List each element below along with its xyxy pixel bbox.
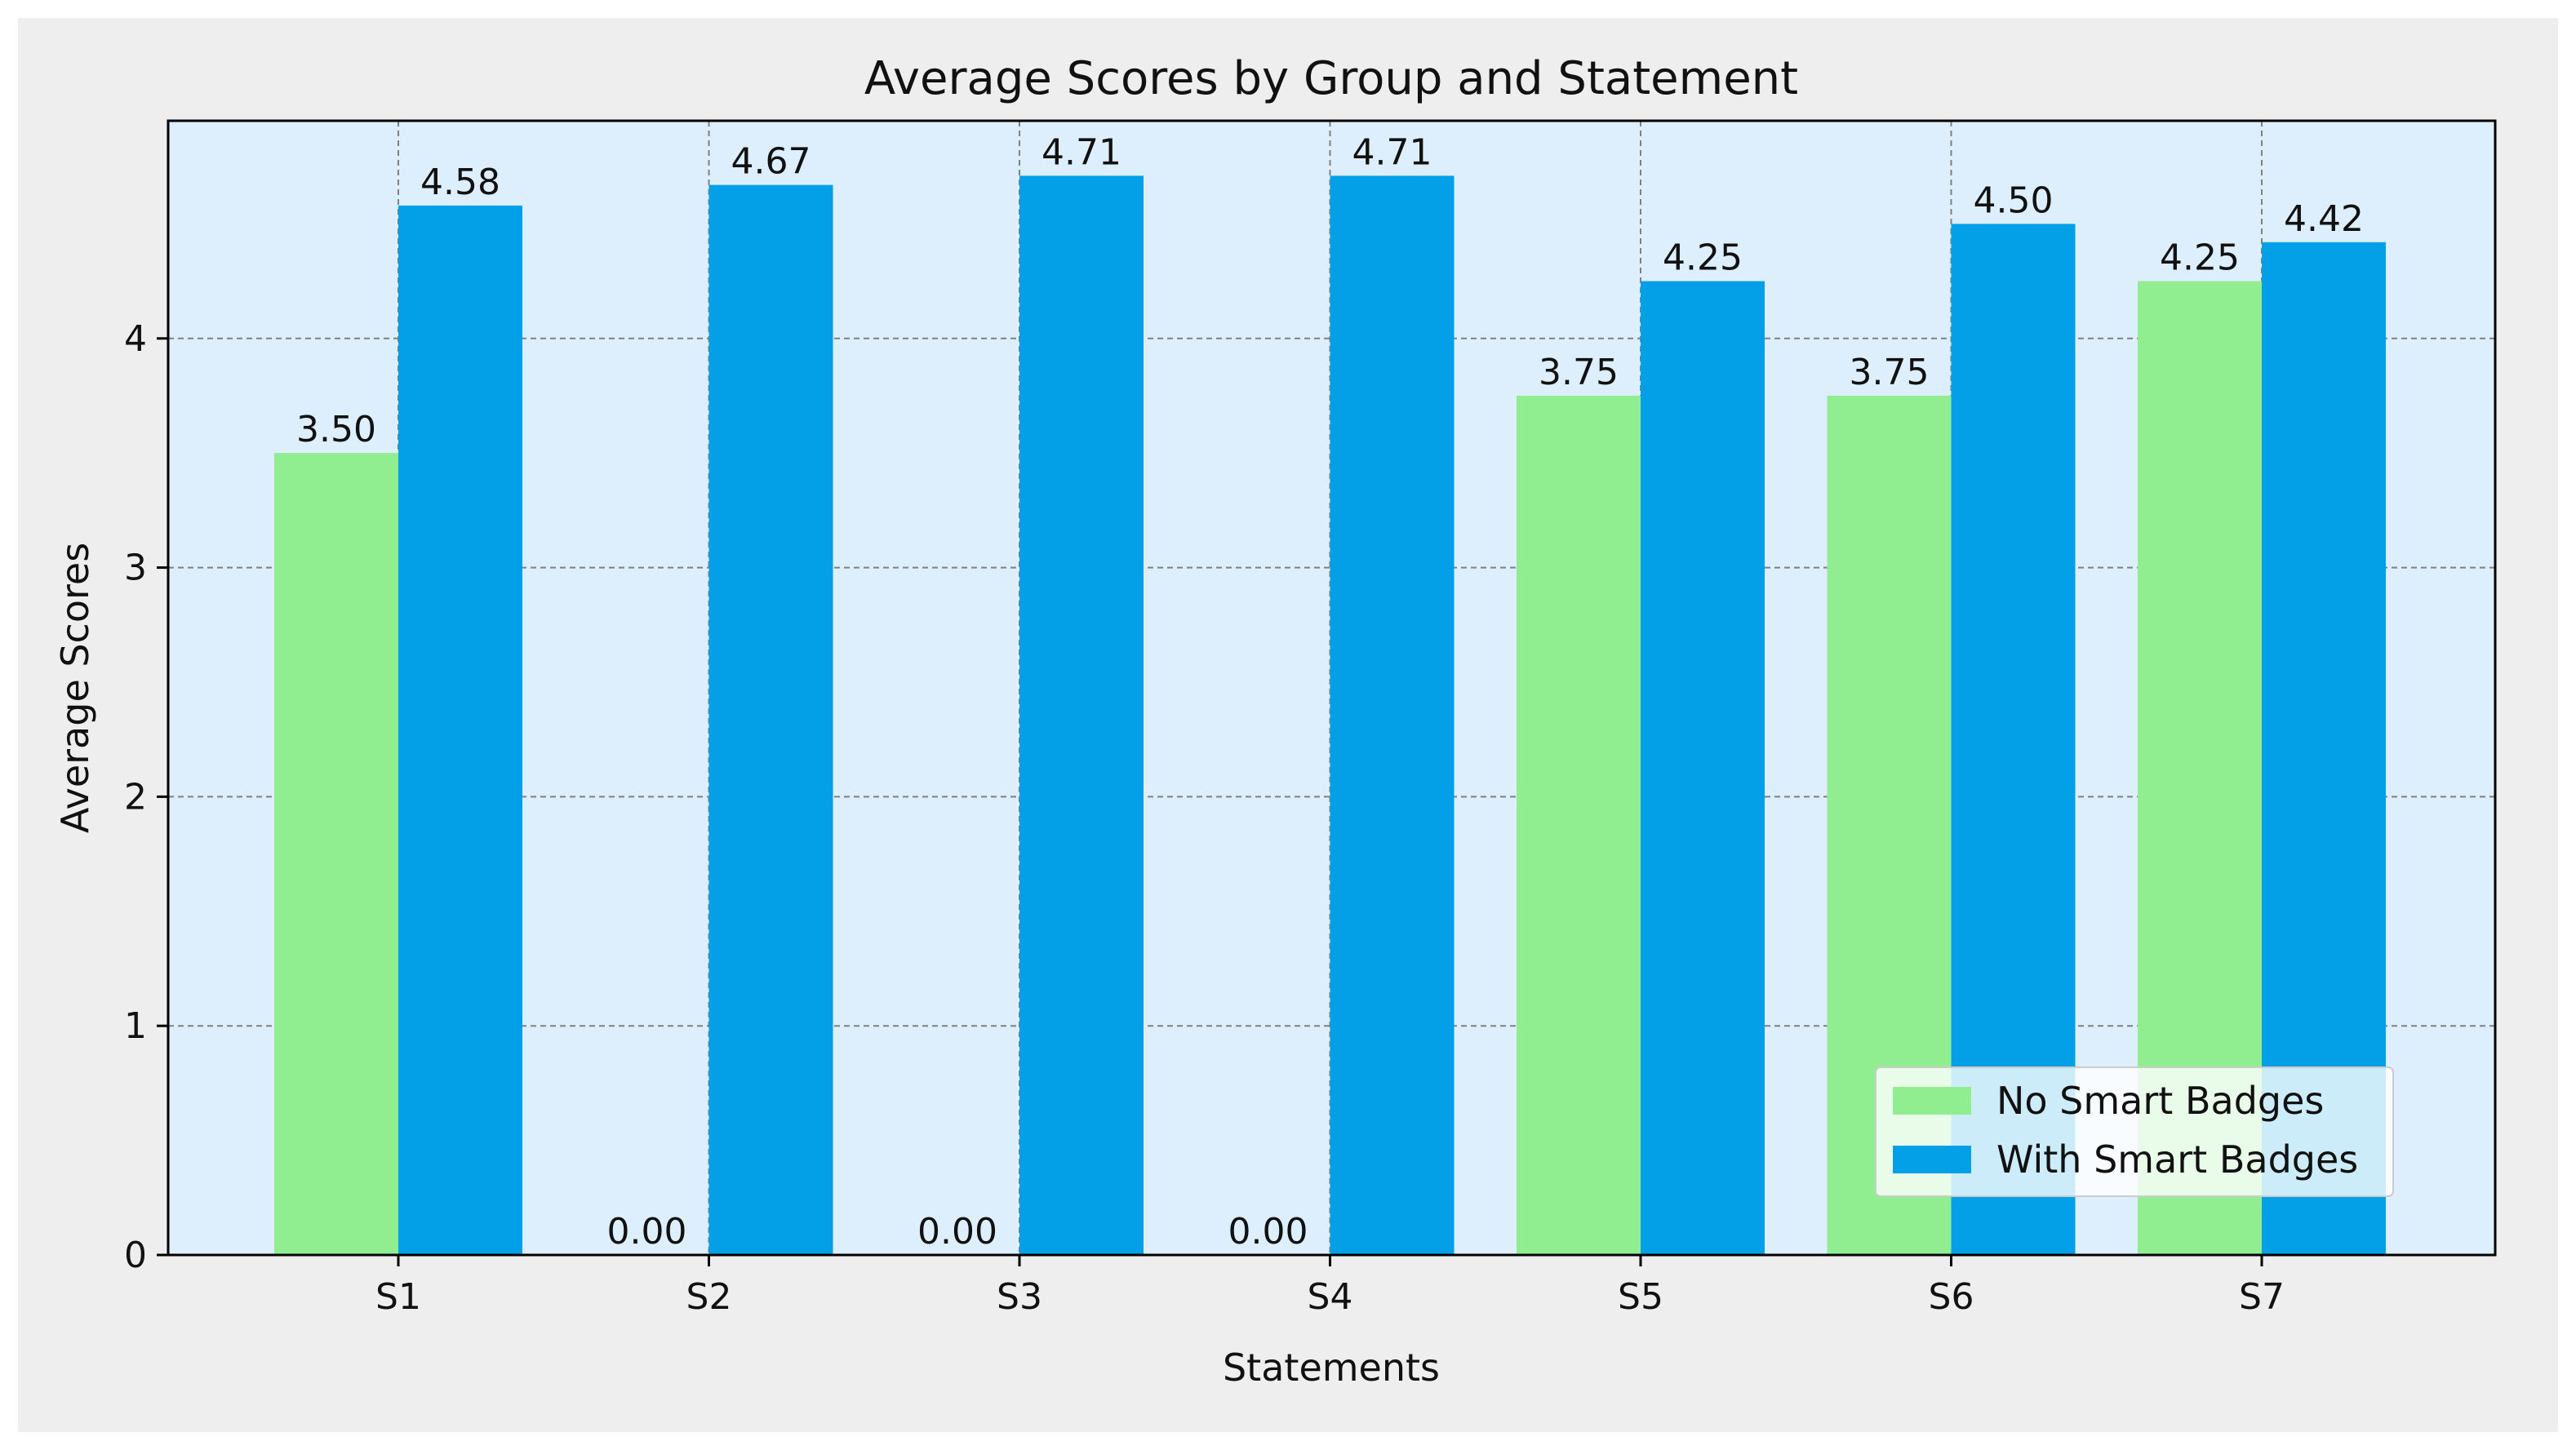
bar-value-label: 3.75 <box>1539 352 1619 393</box>
bar-value-label: 0.00 <box>607 1211 687 1253</box>
bar-value-label: 3.50 <box>296 409 376 450</box>
x-tick-label: S1 <box>375 1276 421 1318</box>
bar-value-label: 4.67 <box>731 141 811 183</box>
x-tick-label: S4 <box>1308 1276 1353 1318</box>
bar-value-label: 4.50 <box>1974 180 2054 221</box>
bar-value-label: 0.00 <box>917 1211 997 1253</box>
bar-value-label: 4.25 <box>1663 237 1743 279</box>
plot-frame <box>167 119 2497 1257</box>
bar-no-smart-badges <box>1517 395 1641 1255</box>
x-tick-label: S3 <box>997 1276 1042 1318</box>
axis-ticks: 0 1 2 3 4 S1 S2 S3 S4 S5 S6 S7 <box>124 318 2285 1318</box>
x-axis-title: Statements <box>1223 1346 1440 1390</box>
y-tick-label: 2 <box>124 776 147 818</box>
x-tick-label: S5 <box>1618 1276 1663 1318</box>
bar-value-label: 4.42 <box>2284 198 2364 240</box>
bar-with-smart-badges <box>708 184 833 1256</box>
bar-with-smart-badges <box>1641 281 1765 1255</box>
bar-value-label: 0.00 <box>1228 1211 1308 1253</box>
legend-box <box>1875 1066 2394 1197</box>
x-tick-label: S6 <box>1929 1276 1974 1318</box>
y-tick-label: 1 <box>124 1005 147 1047</box>
y-tick-label: 3 <box>124 548 147 589</box>
x-tick-label: S2 <box>686 1276 732 1318</box>
chart-figure: 3.50 4.58 0.00 4.67 0.00 4.71 0.00 4.71 3.75 4.25… <box>18 18 2558 1432</box>
y-tick-label: 4 <box>124 318 147 360</box>
x-tick-label: S7 <box>2239 1276 2285 1318</box>
data-labels: 3.50 4.58 0.00 4.67 0.00 4.71 0.00 4.71 3.75 4.25… <box>296 131 2364 1253</box>
bar-value-label: 4.25 <box>2160 237 2240 279</box>
chart-title: Average Scores by Group and Statement <box>864 52 1798 105</box>
bar-no-smart-badges <box>274 453 398 1255</box>
bars <box>274 175 2386 1256</box>
legend-label-with-smart-badges: With Smart Badges <box>1996 1137 2358 1182</box>
bar-chart: 3.50 4.58 0.00 4.67 0.00 4.71 0.00 4.71 3.75 4.25… <box>53 52 2497 1390</box>
y-axis-title: Average Scores <box>53 543 97 833</box>
bar-value-label: 4.58 <box>420 162 500 203</box>
legend: No Smart Badges With Smart Badges <box>1875 1066 2394 1197</box>
bar-with-smart-badges <box>398 205 522 1256</box>
bar-with-smart-badges <box>1019 175 1144 1256</box>
bar-value-label: 3.75 <box>1850 352 1930 393</box>
legend-swatch-no-smart-badges <box>1893 1087 1971 1115</box>
legend-swatch-with-smart-badges <box>1893 1146 1971 1173</box>
y-tick-label: 0 <box>124 1235 147 1276</box>
bar-value-label: 4.71 <box>1042 131 1121 173</box>
bar-value-label: 4.71 <box>1352 131 1432 173</box>
legend-label-no-smart-badges: No Smart Badges <box>1996 1079 2324 1123</box>
bar-with-smart-badges <box>1330 175 1455 1256</box>
